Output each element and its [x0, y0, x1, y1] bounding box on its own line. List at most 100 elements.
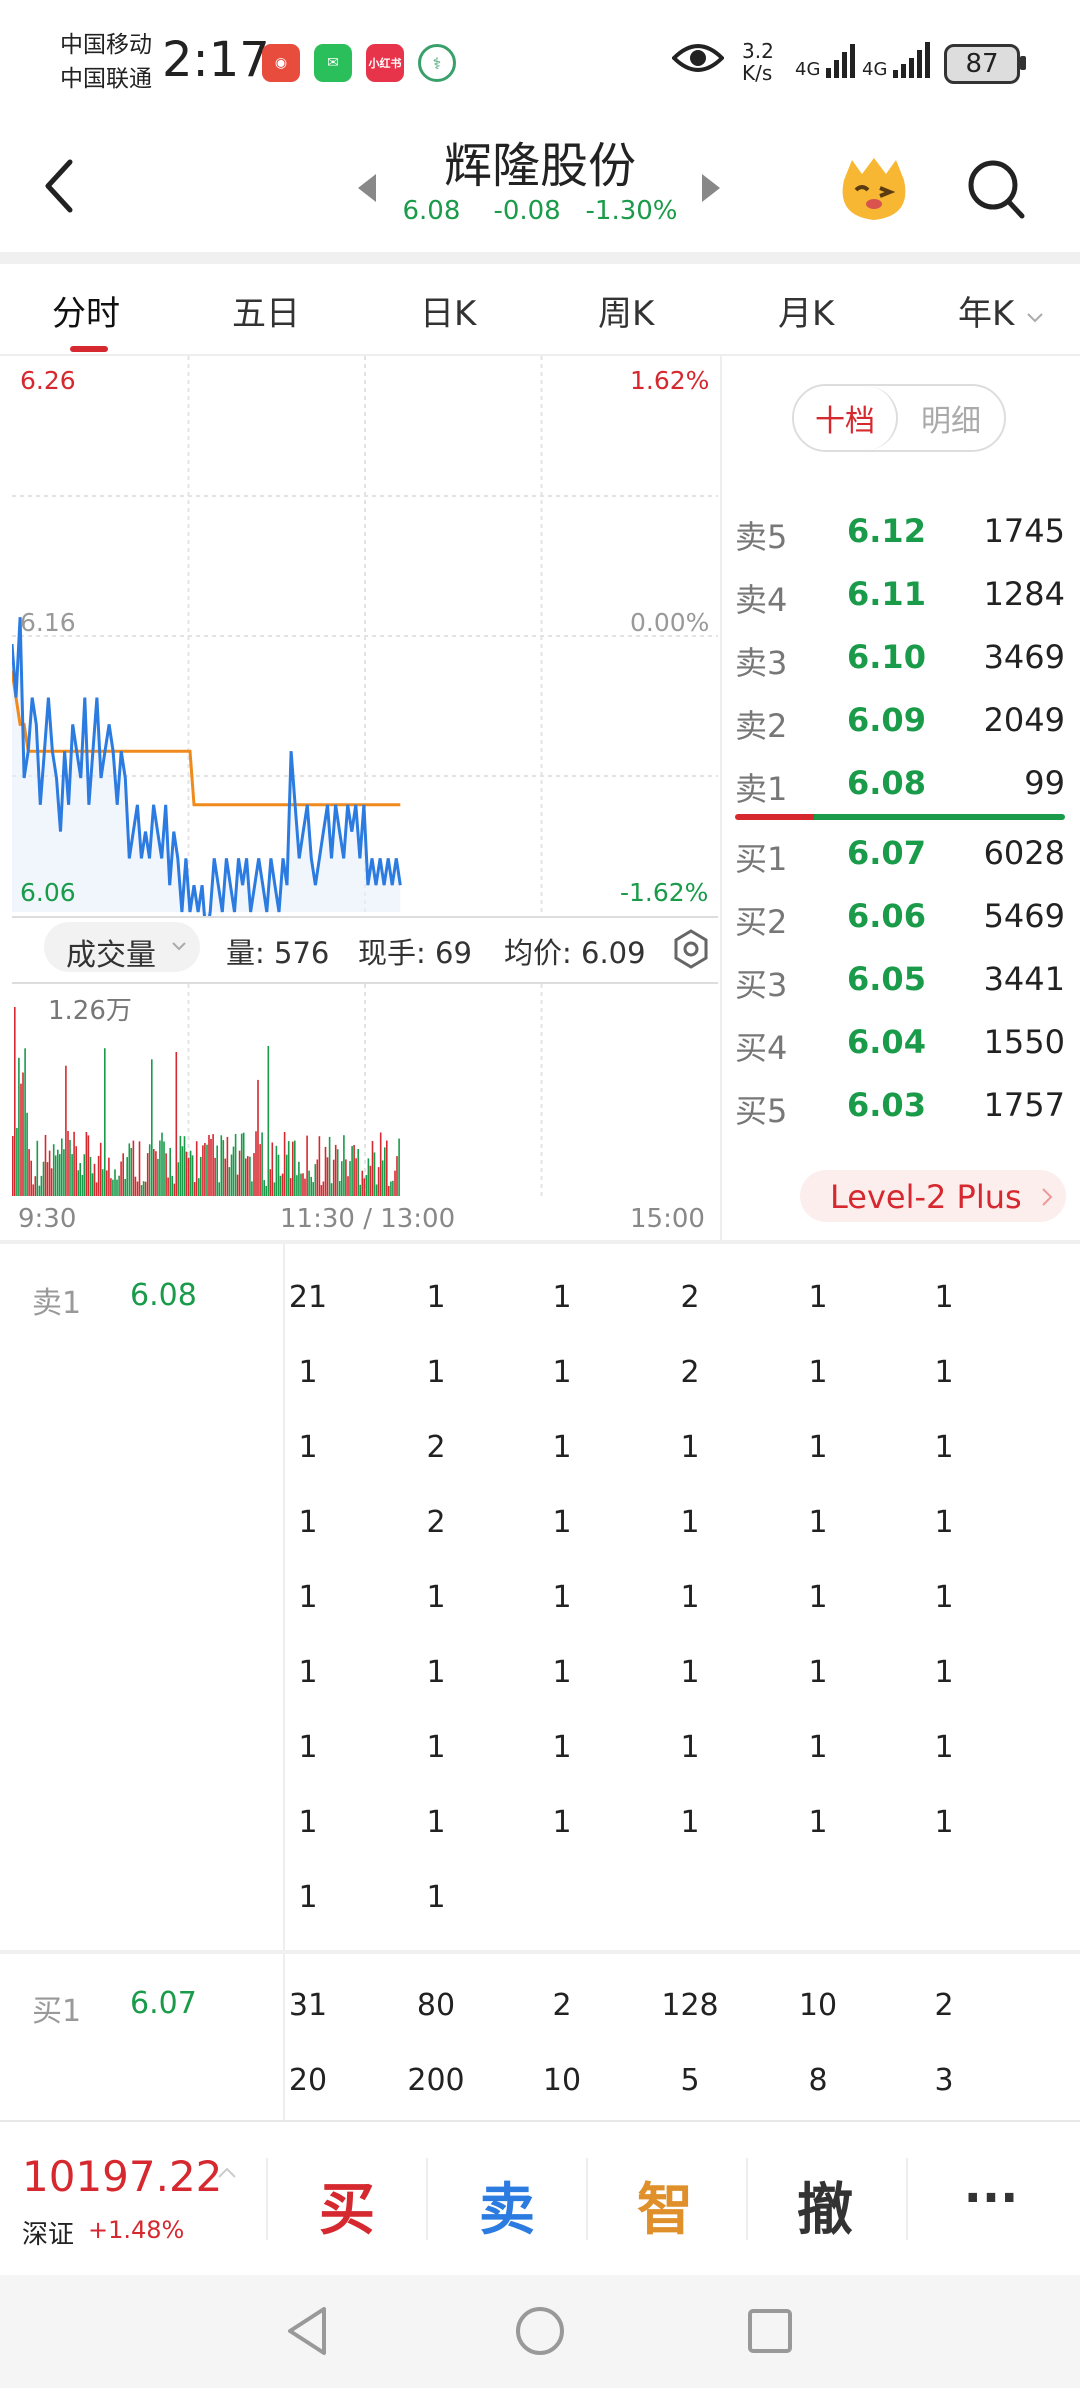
level2-plus-label: Level-2 Plus [830, 1178, 1022, 1216]
volume-bar [69, 1139, 71, 1196]
volume-bar [332, 1159, 335, 1196]
sell-level-2[interactable]: 卖2 6.09 2049 [735, 701, 1065, 761]
volume-bar [175, 1052, 178, 1196]
volume-bar [242, 1132, 245, 1196]
volume-bar [30, 1160, 32, 1196]
volume-bar [326, 1157, 329, 1196]
tab-daily-k[interactable]: 日K [420, 294, 477, 334]
volume-bar [347, 1176, 349, 1196]
sell-button[interactable]: 卖 [479, 2178, 535, 2243]
volume-bar [99, 1142, 102, 1196]
volume-bar [118, 1175, 120, 1196]
settings-button[interactable] [670, 928, 712, 974]
volume-bar [279, 1175, 282, 1196]
search-button[interactable] [966, 158, 1026, 224]
queue-order-size: 1 [808, 1805, 828, 1840]
intraday-chart[interactable] [10, 356, 718, 940]
queue-order-size: 1 [680, 1805, 700, 1840]
buy-level-1[interactable]: 买1 6.07 6028 [735, 834, 1065, 894]
prev-stock-button[interactable] [354, 172, 380, 208]
nav-recents-icon[interactable] [746, 2307, 794, 2355]
orderbook-divider [720, 356, 722, 1240]
eye-icon [671, 40, 725, 80]
sell-level-3[interactable]: 卖3 6.10 3469 [735, 638, 1065, 698]
queue-order-size: 1 [808, 1430, 828, 1465]
cancel-order-button[interactable]: 撤 [797, 2178, 853, 2243]
chevron-up-icon[interactable] [216, 2164, 238, 2180]
chevron-right-icon [1042, 1188, 1053, 1206]
tab-monthly-k[interactable]: 月K [778, 294, 835, 334]
queue-order-size: 2 [680, 1355, 700, 1390]
tab-yearly-k[interactable]: 年K [958, 286, 1045, 335]
volume-bar [157, 1158, 159, 1196]
volume-bar [195, 1141, 198, 1196]
buy-level-4[interactable]: 买4 6.04 1550 [735, 1023, 1065, 1083]
back-button[interactable] [40, 156, 80, 220]
volume-selector[interactable]: 成交量 [44, 922, 200, 973]
tab-intraday[interactable]: 分时 [52, 294, 120, 334]
bar-separator [906, 2158, 908, 2240]
volume-bar [34, 1176, 37, 1196]
volume-bar [373, 1152, 376, 1196]
queue-order-size: 1 [298, 1505, 318, 1540]
volume-bar [392, 1180, 394, 1196]
signal-bars-icon [893, 42, 931, 78]
queue-order-size: 3 [934, 2063, 954, 2098]
volume-bar [148, 1144, 151, 1196]
buy-button[interactable]: 买 [319, 2178, 375, 2243]
smart-trade-button[interactable]: 智 [637, 2178, 693, 2243]
volume-bar [304, 1178, 306, 1196]
sell-level-4[interactable]: 卖4 6.11 1284 [735, 575, 1065, 635]
nav-back-icon[interactable] [284, 2305, 332, 2357]
volume-bar [26, 1112, 28, 1196]
index-value[interactable]: 10197.22 [22, 2152, 223, 2201]
buy-level-5[interactable]: 买5 6.03 1757 [735, 1086, 1065, 1146]
level-label: 买2 [735, 903, 788, 941]
queue-order-size: 1 [298, 1730, 318, 1765]
level2-plus-button[interactable]: Level-2 Plus [800, 1170, 1066, 1222]
level-label: 卖2 [735, 707, 788, 745]
more-button[interactable]: ··· [963, 2170, 1019, 2226]
volume-bar [144, 1181, 147, 1196]
period-tabs: 分时 五日 日K 周K 月K 年K [0, 264, 1080, 354]
volume-bar [101, 1169, 104, 1196]
sell-level-1[interactable]: 卖1 6.08 99 [735, 764, 1065, 824]
volume-bar [173, 1183, 176, 1196]
volume-bar [328, 1136, 331, 1196]
volume-chart-svg [12, 984, 543, 1196]
buy-level-2[interactable]: 买2 6.06 5469 [735, 897, 1065, 957]
volume-bar [206, 1144, 208, 1196]
tab-five-day[interactable]: 五日 [232, 294, 300, 334]
carrier-label: 中国移动 中国联通 [60, 28, 152, 96]
system-navigation-bar [0, 2275, 1080, 2388]
tab-ten-levels[interactable]: 十档 [794, 386, 898, 450]
queue-order-size: 1 [298, 1430, 318, 1465]
next-stock-button[interactable] [698, 172, 724, 208]
volume-bar [104, 1048, 106, 1196]
time-mid: 11:30 / 13:00 [280, 1204, 456, 1234]
volume-bar [128, 1143, 131, 1196]
queue-order-size: 1 [426, 1580, 446, 1615]
queue-order-size: 1 [426, 1880, 446, 1915]
sell-level-5[interactable]: 卖5 6.12 1745 [735, 512, 1065, 572]
mascot-button[interactable] [834, 150, 914, 234]
volume-bar [255, 1131, 257, 1196]
level-volume: 5469 [983, 897, 1065, 935]
nav-home-icon[interactable] [514, 2305, 566, 2357]
signal-1: 4G [795, 40, 862, 80]
y-axis-mid: 6.16 [20, 608, 76, 637]
level-label: 买4 [735, 1029, 788, 1067]
bottom-bar-border [0, 2120, 1080, 2122]
tab-detail[interactable]: 明细 [921, 404, 981, 439]
volume-bar [222, 1140, 225, 1196]
quote-price: 6.08 [402, 196, 461, 226]
queue-order-size: 1 [552, 1655, 572, 1690]
volume-bar [263, 1180, 265, 1196]
tab-weekly-k[interactable]: 周K [598, 294, 655, 334]
y-axis-top: 6.26 [20, 366, 76, 395]
queue-order-size: 8 [808, 2063, 828, 2098]
queue-order-size: 1 [808, 1280, 828, 1315]
volume-bar [394, 1170, 396, 1196]
buy-level-3[interactable]: 买3 6.05 3441 [735, 960, 1065, 1020]
level-label: 买3 [735, 966, 788, 1004]
